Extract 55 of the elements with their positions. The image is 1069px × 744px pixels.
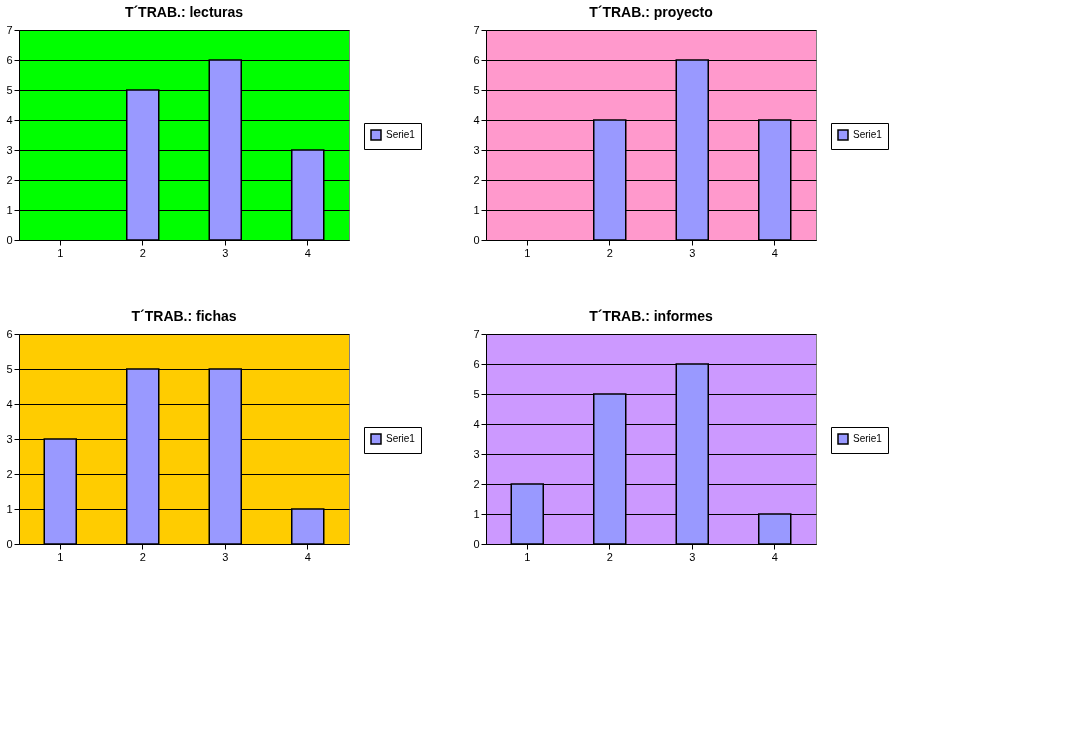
x-tick-label: 1 [57, 246, 64, 259]
y-tick-label: 1 [6, 203, 13, 216]
y-tick-label: 5 [6, 362, 13, 375]
y-tick-label: 4 [6, 113, 13, 126]
y-tick-label: 4 [473, 113, 480, 126]
y-tick-label: 5 [6, 83, 13, 96]
y-tick-label: 2 [6, 467, 13, 480]
x-tick-label: 2 [606, 246, 613, 259]
y-tick-label: 7 [473, 23, 480, 36]
y-tick-label: 7 [6, 23, 13, 36]
legend-label: Serie1 [386, 433, 416, 444]
chart-title: T´TRAB.: fichas [131, 308, 237, 324]
y-tick-label: 3 [473, 143, 480, 156]
x-tick-label: 3 [222, 550, 229, 563]
x-tick-label: 1 [57, 550, 64, 563]
x-tick-label: 3 [689, 246, 696, 259]
y-tick-label: 6 [6, 53, 13, 66]
x-tick-label: 3 [689, 550, 696, 563]
y-tick-label: 1 [473, 203, 480, 216]
legend-label: Serie1 [853, 129, 883, 140]
y-tick-label: 6 [473, 53, 480, 66]
y-tick-label: 0 [473, 233, 480, 246]
y-tick-label: 2 [473, 477, 480, 490]
y-tick-label: 2 [6, 173, 13, 186]
chart-title: T´TRAB.: proyecto [589, 4, 713, 20]
y-tick-label: 7 [473, 327, 480, 340]
chart-title: T´TRAB.: lecturas [124, 4, 244, 20]
x-tick-label: 1 [524, 246, 531, 259]
x-tick-label: 4 [304, 550, 311, 563]
y-tick-label: 3 [6, 432, 13, 445]
y-tick-label: 0 [6, 537, 13, 550]
y-tick-label: 1 [6, 502, 13, 515]
y-tick-label: 3 [6, 143, 13, 156]
x-tick-label: 1 [524, 550, 531, 563]
x-tick-label: 4 [771, 550, 778, 563]
y-tick-label: 5 [473, 83, 480, 96]
y-tick-label: 1 [473, 507, 480, 520]
y-tick-label: 2 [473, 173, 480, 186]
x-tick-label: 2 [139, 550, 146, 563]
x-tick-label: 2 [139, 246, 146, 259]
y-tick-label: 5 [473, 387, 480, 400]
y-tick-label: 3 [473, 447, 480, 460]
chart-title: T´TRAB.: informes [589, 308, 714, 324]
y-tick-label: 4 [473, 417, 480, 430]
y-tick-label: 0 [6, 233, 13, 246]
x-tick-label: 4 [771, 246, 778, 259]
y-tick-label: 6 [6, 327, 13, 340]
x-tick-label: 2 [606, 550, 613, 563]
legend-label: Serie1 [853, 433, 883, 444]
x-tick-label: 3 [222, 246, 229, 259]
legend-label: Serie1 [386, 129, 416, 140]
y-tick-label: 4 [6, 397, 13, 410]
y-tick-label: 0 [473, 537, 480, 550]
y-tick-label: 6 [473, 357, 480, 370]
x-tick-label: 4 [304, 246, 311, 259]
